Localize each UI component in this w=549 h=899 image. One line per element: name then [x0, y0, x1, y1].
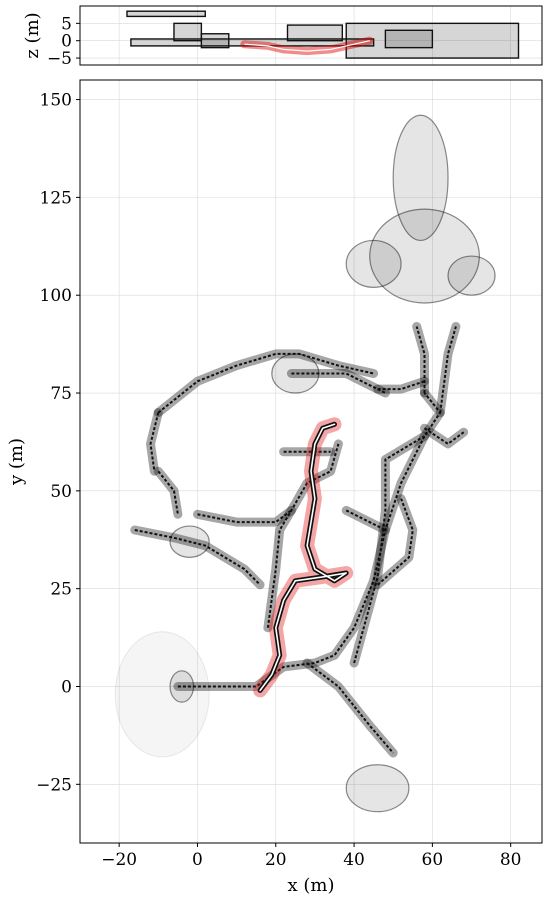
top-view-trajectory-line	[259, 423, 347, 692]
top-view-faint-region	[114, 631, 210, 758]
top-view-grid	[80, 80, 542, 843]
side-view-y-axis-label: z (m)	[22, 12, 43, 58]
top-view-faint-area	[114, 631, 210, 758]
side-view-y-tick-label-2: −5	[47, 49, 72, 69]
top-view-room-1	[392, 114, 449, 242]
top-view-corridor-13	[193, 505, 296, 527]
top-view-x-tick-label-3: 40	[343, 850, 365, 870]
top-view-corridor-2	[412, 322, 429, 398]
side-view-panel: 50−5 z (m)	[22, 5, 543, 69]
top-view-corridor-8	[286, 369, 390, 398]
top-view-frame	[79, 79, 543, 844]
top-view-corridor-3	[435, 322, 461, 418]
top-view-corridor-core-11	[157, 470, 179, 515]
top-view-y-tick-label-6: 125	[40, 188, 72, 208]
side-view-structure-0	[126, 10, 206, 18]
top-view-x-tick-label-0: −20	[101, 850, 137, 870]
top-view-corridor-core-12	[134, 529, 261, 586]
top-view-x-tick-label-5: 80	[500, 850, 522, 870]
top-view-corridor-core-14	[266, 443, 340, 628]
top-view-corridor-core-6	[423, 427, 465, 446]
top-view-corridor-1	[302, 658, 398, 758]
side-view-y-tick-label-0: 5	[61, 14, 72, 34]
top-view-panel: −20 0 20 40 60 80 −25 0 25 50 75 100 125 150 x (m) y…	[6, 79, 543, 896]
top-view-y-tick-label-5: 100	[40, 286, 72, 306]
top-view-y-tick-label-1: 0	[61, 677, 72, 697]
top-view-room-3	[447, 255, 496, 296]
top-view-corridor-core-5	[376, 498, 414, 586]
top-view-room-0	[369, 208, 480, 304]
top-view-corridor-core-9	[157, 352, 374, 414]
top-view-y-tick-label-7: 150	[40, 91, 72, 111]
top-view-x-tick-label-4: 60	[422, 850, 444, 870]
side-view-structure-1	[130, 38, 375, 47]
side-view-structure-3	[200, 33, 230, 49]
top-view-corridor-core-4	[353, 435, 426, 664]
top-view-y-axis-label: y (m)	[6, 438, 27, 486]
top-view-room-2	[345, 239, 402, 288]
top-view-corridor-core-7	[377, 380, 425, 391]
side-view-structure-6	[384, 29, 434, 49]
top-view-y-tick-label-3: 50	[50, 482, 72, 502]
top-view-point-map	[130, 114, 496, 813]
side-view-trajectory-line	[244, 40, 370, 52]
side-view-structure-2	[173, 22, 203, 42]
top-view-y-ticks: −25 0 25 50 75 100 125 150	[36, 91, 80, 795]
top-view-y-tick-label-2: 25	[50, 580, 72, 600]
top-view-corridor-core-10	[149, 412, 160, 472]
top-view-x-tick-label-1: 0	[192, 850, 203, 870]
top-view-y-tick-label-4: 75	[50, 384, 72, 404]
top-view-corridor-9	[153, 349, 379, 418]
top-view-corridor-core-0	[177, 392, 442, 688]
top-view-x-tick-label-2: 20	[265, 850, 287, 870]
top-view-trajectory	[253, 417, 354, 698]
side-view-structure-4	[286, 24, 344, 42]
side-view-point-map	[126, 10, 520, 59]
top-view-corridor-core-16	[345, 509, 386, 531]
top-view-corridor-core-1	[306, 662, 394, 754]
top-view-room-4	[345, 764, 410, 813]
side-view-frame	[79, 5, 543, 66]
top-view-x-axis-label: x (m)	[288, 875, 335, 896]
side-view-trajectory	[240, 36, 374, 56]
side-view-y-ticks: 50−5	[47, 14, 80, 69]
side-view-y-tick-label-1: 0	[61, 32, 72, 52]
top-view-y-tick-label-0: −25	[36, 775, 72, 795]
top-view-x-ticks: −20 0 20 40 60 80	[101, 843, 521, 870]
